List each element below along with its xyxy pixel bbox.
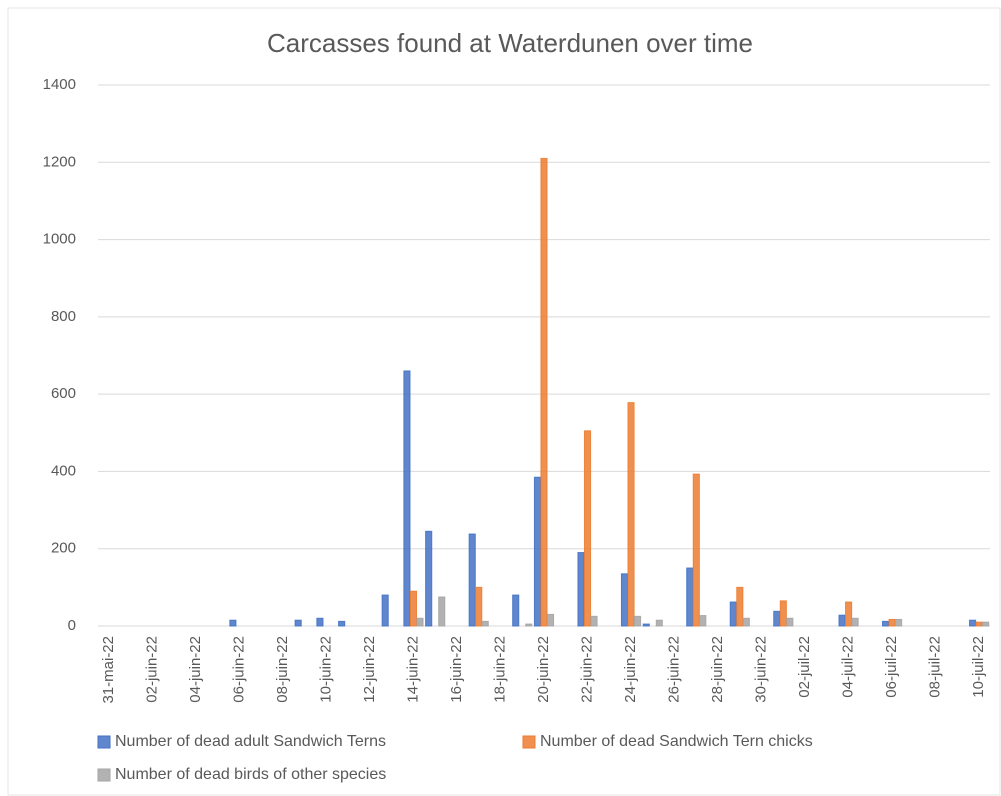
legend-swatch bbox=[97, 735, 111, 749]
x-tick-label: 20-juin-22 bbox=[535, 636, 552, 703]
legend-label: Number of dead birds of other species bbox=[115, 766, 386, 783]
x-tick-label: 31-mai-22 bbox=[100, 636, 117, 704]
x-tick-label: 02-juil-22 bbox=[796, 636, 813, 698]
x-tick-label: 28-juin-22 bbox=[709, 636, 726, 703]
x-tick-label: 14-juin-22 bbox=[404, 636, 421, 703]
x-tick-label: 10-juil-22 bbox=[970, 636, 987, 698]
y-tick-label: 200 bbox=[51, 540, 76, 557]
y-tick-label: 1200 bbox=[43, 153, 76, 170]
bar bbox=[742, 617, 750, 627]
x-tick-label: 04-juil-22 bbox=[840, 636, 857, 698]
bar bbox=[851, 617, 859, 627]
x-tick-label: 08-juil-22 bbox=[927, 636, 944, 698]
bar bbox=[512, 594, 520, 627]
bar bbox=[895, 618, 903, 627]
legend-swatch bbox=[522, 735, 536, 749]
x-tick-label: 30-juin-22 bbox=[753, 636, 770, 703]
bar bbox=[686, 567, 694, 627]
chart-title: Carcasses found at Waterdunen over time bbox=[267, 28, 753, 58]
bar bbox=[729, 601, 737, 627]
bar bbox=[381, 594, 389, 627]
bar bbox=[540, 157, 548, 627]
bar bbox=[773, 610, 781, 627]
x-tick-label: 24-juin-22 bbox=[622, 636, 639, 703]
y-tick-label: 0 bbox=[68, 617, 76, 634]
x-tick-label: 12-juin-22 bbox=[361, 636, 378, 703]
x-tick-label: 18-juin-22 bbox=[491, 636, 508, 703]
x-tick-label: 10-juin-22 bbox=[317, 636, 334, 703]
bar bbox=[882, 620, 890, 627]
x-tick-label: 08-juin-22 bbox=[274, 636, 291, 703]
x-tick-label: 02-juin-22 bbox=[143, 636, 160, 703]
bar bbox=[409, 590, 418, 627]
bar bbox=[294, 619, 302, 627]
bar bbox=[583, 430, 592, 627]
x-tick-label: 06-juin-22 bbox=[230, 636, 247, 703]
bar bbox=[969, 619, 977, 627]
bar bbox=[403, 370, 411, 627]
bar bbox=[699, 615, 707, 627]
bar bbox=[546, 613, 555, 627]
bar bbox=[655, 619, 663, 627]
y-tick-label: 1000 bbox=[43, 231, 76, 248]
bar bbox=[736, 586, 744, 627]
bar bbox=[845, 601, 853, 627]
bar bbox=[888, 618, 896, 627]
bar bbox=[475, 586, 483, 627]
x-tick-label: 26-juin-22 bbox=[666, 636, 683, 703]
bar bbox=[779, 600, 787, 627]
x-tick-label: 06-juil-22 bbox=[883, 636, 900, 698]
bar bbox=[425, 530, 433, 627]
y-tick-label: 400 bbox=[51, 462, 76, 479]
x-tick-label: 16-juin-22 bbox=[448, 636, 465, 703]
y-tick-label: 600 bbox=[51, 385, 76, 402]
chart-border bbox=[7, 7, 1001, 796]
bar bbox=[590, 615, 598, 627]
bar bbox=[229, 619, 237, 627]
x-tick-label: 04-juin-22 bbox=[187, 636, 204, 703]
bar bbox=[642, 623, 650, 627]
bar bbox=[533, 476, 542, 627]
bar bbox=[838, 614, 846, 627]
x-tick-label: 22-juin-22 bbox=[578, 636, 595, 703]
legend-swatch bbox=[97, 768, 111, 782]
bar bbox=[525, 623, 533, 627]
bar bbox=[975, 621, 983, 627]
bar bbox=[481, 620, 489, 627]
legend-label: Number of dead adult Sandwich Terns bbox=[115, 733, 386, 750]
y-tick-label: 800 bbox=[51, 308, 76, 325]
bar bbox=[627, 402, 635, 627]
bar bbox=[316, 617, 324, 627]
bar bbox=[620, 573, 629, 627]
bar bbox=[577, 552, 585, 627]
bar bbox=[338, 620, 346, 627]
bar bbox=[982, 621, 990, 627]
bar bbox=[438, 596, 446, 627]
bar bbox=[692, 473, 700, 627]
bar bbox=[468, 533, 476, 627]
bar bbox=[786, 617, 794, 627]
bar bbox=[634, 615, 642, 627]
legend-label: Number of dead Sandwich Tern chicks bbox=[540, 733, 813, 750]
bar bbox=[416, 617, 424, 627]
y-tick-label: 1400 bbox=[43, 76, 76, 93]
